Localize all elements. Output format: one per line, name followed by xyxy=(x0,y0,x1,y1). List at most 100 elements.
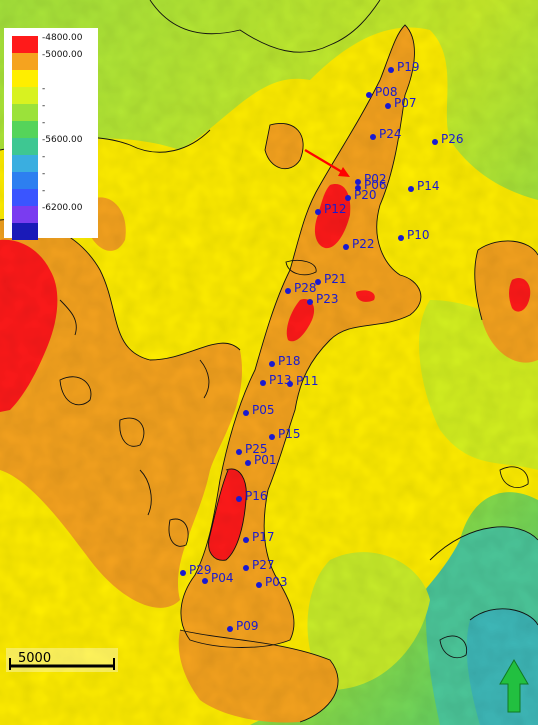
legend-swatch-1 xyxy=(12,53,38,70)
well-marker-p16[interactable] xyxy=(236,496,242,502)
well-p15[interactable]: P15 xyxy=(269,427,301,441)
well-marker-p20[interactable] xyxy=(345,195,351,201)
well-p10[interactable]: P10 xyxy=(398,228,430,242)
well-p12[interactable]: P12 xyxy=(315,202,347,216)
well-label-p04: P04 xyxy=(211,571,234,585)
well-p09[interactable]: P09 xyxy=(227,619,259,633)
well-marker-p13[interactable] xyxy=(260,380,266,386)
well-p17[interactable]: P17 xyxy=(243,530,275,544)
well-marker-p28[interactable] xyxy=(285,288,291,294)
well-label-p19: P19 xyxy=(397,60,420,74)
well-p26[interactable]: P26 xyxy=(432,132,464,146)
well-p08[interactable]: P08 xyxy=(366,85,398,99)
well-label-p09: P09 xyxy=(236,619,259,633)
north-arrow-icon xyxy=(499,659,529,713)
legend-label-0: -4800.00 xyxy=(42,33,83,43)
well-p05[interactable]: P05 xyxy=(243,403,275,417)
legend-label-8: - xyxy=(42,169,45,179)
legend-swatch-7 xyxy=(12,155,38,172)
well-marker-p15[interactable] xyxy=(269,434,275,440)
well-label-p16: P16 xyxy=(245,489,268,503)
well-p02[interactable]: P02 xyxy=(355,172,387,186)
well-label-p21: P21 xyxy=(324,272,347,286)
well-label-p22: P22 xyxy=(352,237,375,251)
well-p29[interactable]: P29 xyxy=(180,563,212,577)
well-p23[interactable]: P23 xyxy=(307,292,339,306)
well-marker-p10[interactable] xyxy=(398,235,404,241)
legend-swatch-3 xyxy=(12,87,38,104)
well-label-p13: P13 xyxy=(269,373,292,387)
well-marker-p12[interactable] xyxy=(315,209,321,215)
well-marker-p23[interactable] xyxy=(307,299,313,305)
well-label-p28: P28 xyxy=(294,281,317,295)
legend-label-1: -5000.00 xyxy=(42,50,83,60)
well-p04[interactable]: P04 xyxy=(202,571,234,585)
well-p01[interactable]: P01 xyxy=(245,453,277,467)
legend-swatch-9 xyxy=(12,189,38,206)
well-p20[interactable]: P20 xyxy=(345,188,377,202)
well-p06[interactable]: P06 xyxy=(355,178,387,192)
legend-swatch-0 xyxy=(12,36,38,53)
legend-label-10: -6200.00 xyxy=(42,203,83,213)
well-p16[interactable]: P16 xyxy=(236,489,268,503)
well-p25[interactable]: P25 xyxy=(236,442,268,456)
well-marker-p02[interactable] xyxy=(355,179,361,185)
well-label-p18: P18 xyxy=(278,354,301,368)
well-marker-p07[interactable] xyxy=(385,103,391,109)
well-marker-p14[interactable] xyxy=(408,186,414,192)
well-marker-p19[interactable] xyxy=(388,67,394,73)
well-label-p12: P12 xyxy=(324,202,347,216)
legend-swatch-6 xyxy=(12,138,38,155)
well-label-p08: P08 xyxy=(375,85,398,99)
well-marker-p09[interactable] xyxy=(227,626,233,632)
legend-swatch-8 xyxy=(12,172,38,189)
well-label-p06: P06 xyxy=(364,178,387,192)
well-marker-p01[interactable] xyxy=(245,460,251,466)
well-marker-p04[interactable] xyxy=(202,578,208,584)
well-marker-p08[interactable] xyxy=(366,92,372,98)
scale-bar-backing xyxy=(6,648,118,672)
well-p21[interactable]: P21 xyxy=(315,272,347,286)
well-marker-p06[interactable] xyxy=(355,185,361,191)
well-marker-p22[interactable] xyxy=(343,244,349,250)
well-p07[interactable]: P07 xyxy=(385,96,417,110)
legend-label-4: - xyxy=(42,101,45,111)
well-label-p24: P24 xyxy=(379,127,402,141)
well-p18[interactable]: P18 xyxy=(269,354,301,368)
well-marker-p11[interactable] xyxy=(287,381,293,387)
well-label-p05: P05 xyxy=(252,403,275,417)
well-p22[interactable]: P22 xyxy=(343,237,375,251)
legend-swatch-11 xyxy=(12,223,38,240)
well-label-p15: P15 xyxy=(278,427,301,441)
well-marker-p05[interactable] xyxy=(243,410,249,416)
well-p24[interactable]: P24 xyxy=(370,127,402,141)
pointer-arrow xyxy=(304,149,350,177)
well-label-p29: P29 xyxy=(189,563,212,577)
well-marker-p18[interactable] xyxy=(269,361,275,367)
well-marker-p27[interactable] xyxy=(243,565,249,571)
well-marker-p25[interactable] xyxy=(236,449,242,455)
scale-bar-label: 5000 xyxy=(18,651,51,666)
well-p14[interactable]: P14 xyxy=(408,179,440,193)
well-label-p10: P10 xyxy=(407,228,430,242)
well-label-p11: P11 xyxy=(296,374,319,388)
well-marker-p24[interactable] xyxy=(370,134,376,140)
well-p03[interactable]: P03 xyxy=(256,575,288,589)
well-label-p23: P23 xyxy=(316,292,339,306)
well-label-p01: P01 xyxy=(254,453,277,467)
well-p28[interactable]: P28 xyxy=(285,281,317,295)
legend-label-3: - xyxy=(42,84,45,94)
color-legend: -4800.00 -5000.00 - - - -5600.00 - - - -6200.00 xyxy=(4,28,98,240)
well-p11[interactable]: P11 xyxy=(287,374,319,388)
well-marker-p03[interactable] xyxy=(256,582,262,588)
well-p13[interactable]: P13 xyxy=(260,373,292,387)
well-marker-p29[interactable] xyxy=(180,570,186,576)
well-label-p25: P25 xyxy=(245,442,268,456)
well-p19[interactable]: P19 xyxy=(388,60,420,74)
well-marker-p26[interactable] xyxy=(432,139,438,145)
well-marker-p17[interactable] xyxy=(243,537,249,543)
well-p27[interactable]: P27 xyxy=(243,558,275,572)
well-marker-p21[interactable] xyxy=(315,279,321,285)
